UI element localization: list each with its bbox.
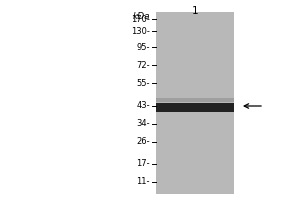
Bar: [156, 12, 234, 194]
Bar: [156, 98, 234, 102]
Text: kDa: kDa: [132, 12, 150, 21]
Text: 17-: 17-: [136, 160, 150, 168]
Text: 170-: 170-: [131, 15, 150, 23]
Bar: [156, 103, 234, 112]
Text: 1: 1: [192, 6, 198, 16]
Text: 11-: 11-: [136, 178, 150, 186]
Text: 130-: 130-: [131, 26, 150, 36]
Text: 26-: 26-: [136, 138, 150, 146]
Text: 55-: 55-: [136, 78, 150, 88]
Text: 72-: 72-: [136, 60, 150, 70]
Text: 95-: 95-: [136, 43, 150, 51]
Text: 43-: 43-: [136, 102, 150, 110]
Text: 34-: 34-: [136, 119, 150, 129]
Bar: [156, 107, 234, 111]
